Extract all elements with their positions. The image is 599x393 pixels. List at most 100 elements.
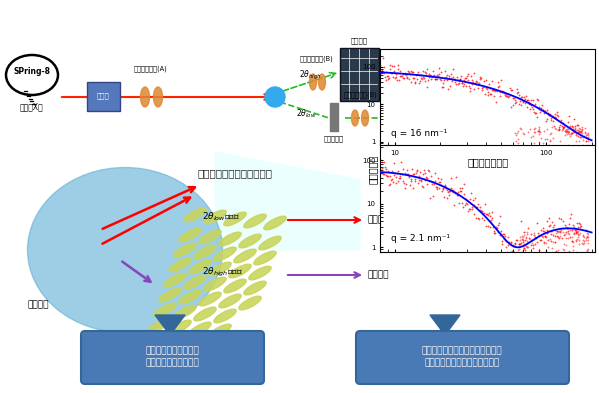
Point bbox=[380, 74, 390, 80]
Ellipse shape bbox=[214, 309, 236, 323]
Point bbox=[391, 180, 401, 186]
Point bbox=[570, 125, 579, 132]
Point bbox=[506, 104, 515, 110]
Point bbox=[572, 220, 582, 226]
Point bbox=[422, 181, 431, 187]
Ellipse shape bbox=[194, 245, 216, 259]
Point bbox=[559, 241, 569, 247]
Point bbox=[412, 167, 421, 173]
Point bbox=[458, 83, 468, 89]
Point bbox=[571, 230, 581, 236]
Point bbox=[573, 236, 582, 242]
Point bbox=[570, 227, 580, 233]
Point bbox=[392, 76, 402, 83]
FancyBboxPatch shape bbox=[86, 81, 119, 110]
Point bbox=[504, 239, 514, 245]
Point bbox=[575, 126, 585, 132]
Point bbox=[561, 132, 570, 138]
Point bbox=[385, 75, 394, 81]
Point bbox=[420, 170, 430, 176]
Point bbox=[515, 98, 525, 105]
Ellipse shape bbox=[362, 110, 368, 126]
Ellipse shape bbox=[224, 212, 246, 226]
Ellipse shape bbox=[254, 251, 276, 265]
Point bbox=[377, 68, 387, 74]
Point bbox=[475, 204, 485, 211]
Point bbox=[550, 114, 560, 120]
Point bbox=[493, 84, 503, 90]
Point bbox=[546, 256, 556, 263]
Point bbox=[571, 129, 581, 136]
Point bbox=[580, 132, 589, 139]
Point bbox=[417, 183, 426, 189]
Point bbox=[392, 74, 401, 80]
Point bbox=[489, 87, 499, 94]
Point bbox=[491, 226, 501, 232]
Point bbox=[478, 83, 488, 90]
Point bbox=[387, 168, 397, 174]
Point bbox=[458, 204, 468, 210]
Point bbox=[568, 247, 578, 253]
Point bbox=[483, 222, 492, 229]
Point bbox=[437, 187, 447, 194]
Point bbox=[560, 128, 570, 134]
Text: カウント数: カウント数 bbox=[367, 154, 377, 184]
Point bbox=[551, 115, 561, 121]
Point bbox=[416, 178, 425, 185]
Point bbox=[556, 119, 565, 125]
Point bbox=[581, 132, 591, 139]
Point bbox=[477, 87, 487, 94]
Point bbox=[495, 232, 504, 238]
Point bbox=[413, 180, 423, 186]
Point bbox=[516, 125, 525, 131]
Point bbox=[505, 249, 515, 255]
Point bbox=[485, 224, 495, 230]
Point bbox=[530, 126, 539, 132]
Point bbox=[489, 93, 498, 99]
Point bbox=[486, 91, 496, 97]
Point bbox=[406, 68, 415, 74]
Point bbox=[407, 69, 417, 75]
Point bbox=[552, 143, 562, 149]
Point bbox=[418, 184, 428, 190]
Bar bbox=[330, 103, 338, 131]
Point bbox=[441, 68, 450, 74]
Point bbox=[385, 182, 394, 188]
Point bbox=[386, 70, 396, 76]
Point bbox=[452, 81, 461, 87]
Point bbox=[574, 220, 583, 226]
Point bbox=[484, 81, 494, 87]
Point bbox=[571, 132, 580, 138]
Point bbox=[388, 176, 397, 182]
Point bbox=[410, 178, 420, 184]
Point bbox=[583, 239, 592, 246]
Point bbox=[541, 234, 551, 241]
Circle shape bbox=[265, 87, 285, 107]
Point bbox=[475, 73, 485, 80]
Point bbox=[583, 136, 592, 142]
Point bbox=[434, 65, 443, 71]
Ellipse shape bbox=[204, 210, 226, 224]
Point bbox=[471, 215, 480, 221]
Point bbox=[380, 159, 389, 165]
Point bbox=[433, 175, 443, 181]
Point bbox=[455, 75, 464, 82]
Point bbox=[559, 232, 569, 238]
Point bbox=[561, 235, 570, 241]
Point bbox=[464, 206, 474, 212]
Point bbox=[564, 129, 573, 135]
Point bbox=[418, 74, 428, 81]
Ellipse shape bbox=[194, 332, 216, 346]
Point bbox=[437, 176, 446, 182]
Point bbox=[446, 184, 456, 191]
Point bbox=[497, 228, 506, 234]
Point bbox=[465, 206, 475, 212]
Point bbox=[449, 189, 458, 195]
Point bbox=[573, 229, 582, 235]
Point bbox=[554, 125, 564, 132]
Point bbox=[416, 176, 426, 183]
Point bbox=[410, 79, 420, 85]
Point bbox=[494, 83, 504, 89]
Point bbox=[383, 76, 392, 82]
Point bbox=[472, 204, 482, 210]
